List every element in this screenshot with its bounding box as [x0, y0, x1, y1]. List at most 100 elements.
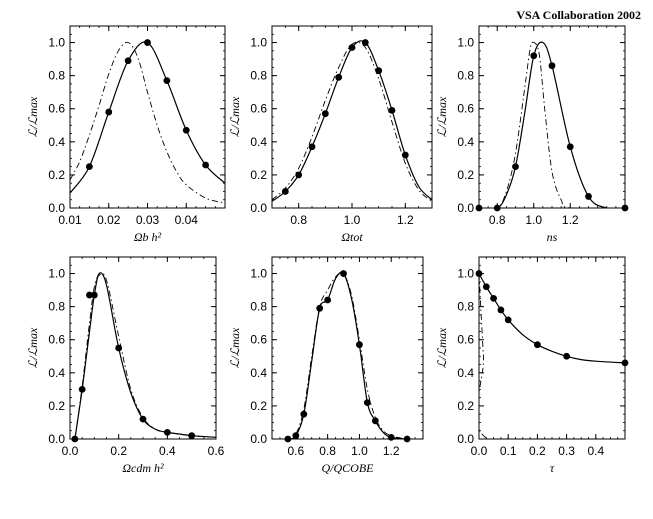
figure-credit: VSA Collaboration 2002: [516, 8, 641, 22]
y-tick-label: 0.0: [48, 201, 65, 215]
y-tick-label: 1.0: [250, 36, 267, 50]
chart-panel-omega-cdm: 0.0 0.2 0.4 0.6 0.0 0.2 0.4 0.6 0.8 1.0 Ωcdm h² ℒ/ℒ…: [26, 256, 225, 475]
x-axis-label: Ωcdm h²: [122, 461, 164, 475]
y-tick-label: 0.2: [250, 168, 267, 182]
y-tick-label: 0.8: [250, 69, 267, 83]
data-point-marker: [90, 291, 98, 299]
data-point-marker: [316, 304, 324, 312]
data-point-marker: [139, 415, 147, 423]
x-tick-label: 0.0: [62, 444, 79, 458]
y-tick-label: 0.0: [250, 201, 267, 215]
series-dash-dot-line: [74, 273, 216, 439]
series-solid-line: [272, 40, 432, 202]
data-point-marker: [340, 270, 347, 277]
plot-area: [272, 271, 423, 439]
data-point-marker: [621, 359, 629, 367]
y-tick-label: 0.4: [457, 135, 474, 149]
x-tick-label: 1.2: [562, 213, 579, 227]
series-solid-line: [479, 273, 625, 364]
series-dash-dot-line: [70, 41, 225, 204]
y-tick-label: 0.0: [457, 201, 474, 215]
data-point-marker: [188, 432, 196, 440]
y-axis-label: ℒ/ℒmax: [228, 96, 242, 137]
y-tick-label: 0.4: [250, 366, 267, 380]
data-point-marker: [475, 204, 483, 212]
chart-panel-tau: 0.0 0.1 0.2 0.3 0.4 0.0 0.2 0.4 0.6 0.8 1.0 τ ℒ/ℒmax: [435, 256, 629, 475]
data-point-marker: [534, 341, 541, 349]
y-tick-label: 0.8: [457, 69, 474, 83]
data-point-marker: [566, 143, 574, 151]
data-point-marker: [86, 291, 93, 299]
x-tick-label: 1.0: [525, 213, 542, 227]
data-point-marker: [292, 432, 300, 440]
x-tick-label: 0.03: [136, 213, 160, 227]
data-point-marker: [585, 193, 592, 200]
y-tick-label: 1.0: [457, 36, 474, 50]
y-tick-label: 0.8: [250, 300, 267, 314]
y-tick-label: 1.0: [48, 36, 65, 50]
data-point-marker: [335, 73, 343, 81]
y-tick-label: 1.0: [250, 267, 267, 281]
chart-panel-omega-tot: 0.8 1.0 1.2 0.0 0.2 0.4 0.6 0.8 1.0 Ωtot ℒ/ℒmax: [228, 25, 433, 244]
x-tick-label: 0.1: [500, 444, 517, 458]
x-tick-label: 1.0: [351, 444, 368, 458]
y-tick-label: 0.0: [457, 432, 474, 446]
y-axis-label: ℒ/ℒmax: [435, 327, 449, 368]
y-tick-label: 0.4: [48, 366, 65, 380]
data-point-marker: [512, 163, 519, 171]
x-tick-label: 1.2: [383, 444, 400, 458]
x-tick-label: 0.02: [97, 213, 121, 227]
data-point-marker: [295, 171, 303, 179]
chart-panel-omega-b: 0.01 0.02 0.03 0.04 0.0 0.2 0.4 0.6 0.8 1.0 Ωb h² ℒ…: [26, 25, 226, 244]
data-point-marker: [324, 296, 332, 304]
plot-frame: [69, 256, 217, 440]
data-point-marker: [387, 433, 395, 441]
y-tick-label: 0.4: [457, 366, 474, 380]
x-tick-label: 1.2: [397, 213, 414, 227]
data-point-marker: [163, 77, 171, 84]
plot-area: [74, 272, 216, 439]
x-tick-label: 0.2: [529, 444, 546, 458]
x-tick-label: 0.8: [489, 213, 506, 227]
data-point-marker: [348, 44, 356, 51]
y-tick-label: 0.2: [48, 399, 65, 413]
data-point-marker: [363, 399, 371, 406]
series-solid-line: [70, 41, 225, 194]
x-axis-label: Ωb h²: [134, 230, 162, 244]
plot-area: [479, 273, 625, 439]
data-point-marker: [78, 385, 86, 393]
y-axis-label: ℒ/ℒmax: [435, 96, 449, 137]
data-point-marker: [182, 126, 190, 134]
data-point-marker: [403, 435, 411, 443]
y-tick-label: 0.6: [457, 333, 474, 347]
y-tick-label: 0.4: [48, 135, 65, 149]
y-tick-label: 0.6: [48, 102, 65, 116]
x-tick-label: 1.0: [344, 213, 361, 227]
data-point-marker: [563, 352, 570, 360]
plot-frame: [69, 25, 226, 209]
plot-area: [272, 40, 432, 202]
y-tick-label: 0.0: [250, 432, 267, 446]
y-tick-label: 0.6: [48, 333, 65, 347]
x-axis-label: Ωtot: [341, 230, 363, 244]
x-tick-label: 0.4: [587, 444, 604, 458]
chart-panel-n-s: 0.8 1.0 1.2 0.0 0.2 0.4 0.6 0.8 1.0 ns ℒ/ℒmax: [435, 25, 629, 244]
x-axis-label: Q/QCOBE: [322, 461, 375, 475]
plot-frame: [271, 25, 433, 209]
y-axis-label: ℒ/ℒmax: [26, 327, 40, 368]
series-dash-dot-line: [479, 41, 625, 208]
x-axis-label: τ: [550, 461, 555, 475]
data-point-marker: [124, 57, 132, 65]
data-point-marker: [475, 270, 483, 277]
x-tick-label: 0.0: [471, 444, 488, 458]
x-tick-label: 0.3: [558, 444, 575, 458]
data-point-marker: [530, 52, 538, 60]
x-tick-label: 0.6: [287, 444, 304, 458]
data-point-marker: [548, 62, 556, 70]
data-point-marker: [284, 435, 292, 443]
data-point-marker: [105, 108, 113, 116]
y-tick-label: 1.0: [48, 267, 65, 281]
y-tick-label: 0.0: [48, 432, 65, 446]
y-tick-label: 0.6: [250, 102, 267, 116]
